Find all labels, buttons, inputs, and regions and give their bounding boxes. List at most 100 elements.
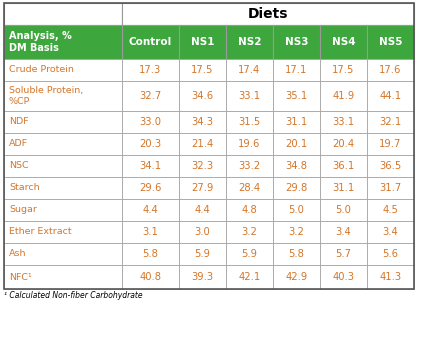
Bar <box>179 59 226 81</box>
Bar <box>320 199 367 221</box>
Text: 41.9: 41.9 <box>332 91 354 101</box>
Bar <box>320 243 367 265</box>
Bar <box>367 199 414 221</box>
Text: 40.8: 40.8 <box>140 272 162 282</box>
Bar <box>367 177 414 199</box>
Bar <box>226 59 273 81</box>
Bar <box>320 25 367 59</box>
Text: 29.6: 29.6 <box>139 183 162 193</box>
Text: 34.8: 34.8 <box>286 161 308 171</box>
Bar <box>226 199 273 221</box>
Bar <box>367 25 414 59</box>
Bar <box>122 265 179 289</box>
Text: NS1: NS1 <box>191 37 214 47</box>
Text: 20.3: 20.3 <box>140 139 162 149</box>
Bar <box>4 111 122 133</box>
Text: 17.3: 17.3 <box>139 65 162 75</box>
Bar <box>273 133 320 155</box>
Bar <box>4 155 122 177</box>
Bar <box>4 59 122 81</box>
Text: 41.3: 41.3 <box>379 272 401 282</box>
Bar <box>320 111 367 133</box>
Bar <box>179 111 226 133</box>
Bar <box>4 81 122 111</box>
Text: 5.7: 5.7 <box>335 249 352 259</box>
Bar <box>4 199 122 221</box>
Bar <box>179 221 226 243</box>
Bar <box>320 155 367 177</box>
Bar <box>226 177 273 199</box>
Text: 4.5: 4.5 <box>382 205 398 215</box>
Text: 33.1: 33.1 <box>332 117 354 127</box>
Text: 31.7: 31.7 <box>379 183 401 193</box>
Bar <box>273 243 320 265</box>
Bar <box>122 199 179 221</box>
Text: NS5: NS5 <box>379 37 402 47</box>
Bar <box>226 221 273 243</box>
Text: 5.0: 5.0 <box>335 205 352 215</box>
Bar <box>320 81 367 111</box>
Bar <box>179 81 226 111</box>
Text: 31.1: 31.1 <box>286 117 308 127</box>
Text: 17.5: 17.5 <box>191 65 214 75</box>
Text: Ash: Ash <box>9 249 27 258</box>
Bar <box>320 133 367 155</box>
Text: 34.6: 34.6 <box>192 91 214 101</box>
Bar <box>226 155 273 177</box>
Bar <box>320 265 367 289</box>
Text: 5.9: 5.9 <box>242 249 258 259</box>
Bar <box>367 111 414 133</box>
Text: Analysis, %
DM Basis: Analysis, % DM Basis <box>9 31 72 53</box>
Text: 17.1: 17.1 <box>285 65 308 75</box>
Text: 42.1: 42.1 <box>239 272 261 282</box>
Bar <box>122 81 179 111</box>
Text: 35.1: 35.1 <box>286 91 308 101</box>
Text: NDF: NDF <box>9 118 29 127</box>
Bar <box>226 265 273 289</box>
Text: ADF: ADF <box>9 139 28 148</box>
Text: 36.5: 36.5 <box>379 161 401 171</box>
Bar <box>4 133 122 155</box>
Bar <box>122 133 179 155</box>
Text: 29.8: 29.8 <box>286 183 308 193</box>
Bar <box>122 177 179 199</box>
Text: NFC¹: NFC¹ <box>9 273 32 282</box>
Text: 32.7: 32.7 <box>139 91 162 101</box>
Bar <box>367 81 414 111</box>
Text: 33.0: 33.0 <box>140 117 162 127</box>
Text: Soluble Protein,
%CP: Soluble Protein, %CP <box>9 86 83 106</box>
Text: NS4: NS4 <box>332 37 355 47</box>
Text: 31.1: 31.1 <box>332 183 354 193</box>
Text: ¹ Calculated Non-fiber Carbohydrate: ¹ Calculated Non-fiber Carbohydrate <box>4 291 143 300</box>
Bar <box>226 81 273 111</box>
Text: 17.5: 17.5 <box>332 65 355 75</box>
Text: 19.7: 19.7 <box>379 139 402 149</box>
Bar <box>122 221 179 243</box>
Bar <box>4 177 122 199</box>
Text: Starch: Starch <box>9 184 40 193</box>
Bar <box>179 243 226 265</box>
Text: 17.4: 17.4 <box>239 65 261 75</box>
Bar <box>4 265 122 289</box>
Text: 32.3: 32.3 <box>192 161 214 171</box>
Text: 5.0: 5.0 <box>288 205 305 215</box>
Text: 27.9: 27.9 <box>191 183 214 193</box>
Bar <box>122 243 179 265</box>
Text: 3.4: 3.4 <box>383 227 398 237</box>
Bar <box>179 177 226 199</box>
Bar <box>367 59 414 81</box>
Text: 28.4: 28.4 <box>239 183 261 193</box>
Text: 40.3: 40.3 <box>332 272 354 282</box>
Text: Diets: Diets <box>248 7 288 21</box>
Bar <box>367 133 414 155</box>
Bar <box>273 221 320 243</box>
Bar <box>273 81 320 111</box>
Text: 36.1: 36.1 <box>332 161 354 171</box>
Text: 4.4: 4.4 <box>143 205 158 215</box>
Bar <box>4 25 122 59</box>
Bar <box>273 265 320 289</box>
Bar <box>273 111 320 133</box>
Bar <box>122 111 179 133</box>
Text: 3.4: 3.4 <box>335 227 352 237</box>
Bar <box>273 25 320 59</box>
